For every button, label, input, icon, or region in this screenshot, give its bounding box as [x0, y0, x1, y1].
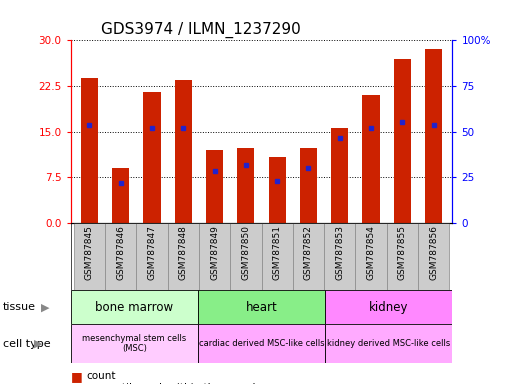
Bar — [268, 157, 286, 223]
Bar — [386, 223, 418, 290]
Text: GSM787849: GSM787849 — [210, 225, 219, 280]
Bar — [394, 59, 411, 223]
Text: GSM787848: GSM787848 — [179, 225, 188, 280]
Bar — [293, 223, 324, 290]
Bar — [262, 223, 293, 290]
Text: GSM787846: GSM787846 — [116, 225, 125, 280]
Text: ■: ■ — [71, 370, 82, 383]
Text: GSM787856: GSM787856 — [429, 225, 438, 280]
Text: GSM787853: GSM787853 — [335, 225, 344, 280]
Text: cell type: cell type — [3, 339, 50, 349]
Text: GSM787855: GSM787855 — [398, 225, 407, 280]
Bar — [300, 148, 317, 223]
Bar — [112, 168, 129, 223]
Bar — [325, 290, 452, 324]
Text: ▶: ▶ — [41, 302, 49, 312]
Bar — [74, 223, 105, 290]
Bar — [71, 324, 198, 363]
Bar — [105, 223, 137, 290]
Bar — [425, 50, 442, 223]
Bar — [198, 290, 325, 324]
Bar — [175, 80, 192, 223]
Bar — [362, 95, 380, 223]
Bar — [137, 223, 167, 290]
Text: percentile rank within the sample: percentile rank within the sample — [86, 383, 262, 384]
Bar — [143, 92, 161, 223]
Text: ■: ■ — [71, 381, 82, 384]
Text: GDS3974 / ILMN_1237290: GDS3974 / ILMN_1237290 — [101, 22, 301, 38]
Bar — [199, 223, 230, 290]
Text: GSM787845: GSM787845 — [85, 225, 94, 280]
Bar — [230, 223, 262, 290]
Bar — [237, 148, 255, 223]
Text: tissue: tissue — [3, 302, 36, 312]
Text: GSM787850: GSM787850 — [241, 225, 251, 280]
Text: heart: heart — [246, 301, 277, 314]
Bar — [167, 223, 199, 290]
Text: GSM787847: GSM787847 — [147, 225, 156, 280]
Text: GSM787852: GSM787852 — [304, 225, 313, 280]
Bar — [325, 324, 452, 363]
Text: bone marrow: bone marrow — [95, 301, 173, 314]
Text: mesenchymal stem cells
(MSC): mesenchymal stem cells (MSC) — [82, 334, 186, 353]
Text: GSM787854: GSM787854 — [367, 225, 376, 280]
Bar — [418, 223, 449, 290]
Text: kidney derived MSC-like cells: kidney derived MSC-like cells — [327, 339, 450, 348]
Bar — [324, 223, 356, 290]
Bar — [71, 290, 198, 324]
Bar — [198, 324, 325, 363]
Text: GSM787851: GSM787851 — [272, 225, 282, 280]
Text: count: count — [86, 371, 116, 381]
Text: cardiac derived MSC-like cells: cardiac derived MSC-like cells — [199, 339, 324, 348]
Text: kidney: kidney — [369, 301, 408, 314]
Text: ▶: ▶ — [34, 339, 42, 349]
Bar — [331, 129, 348, 223]
Bar — [206, 150, 223, 223]
Bar — [356, 223, 386, 290]
Bar — [81, 78, 98, 223]
